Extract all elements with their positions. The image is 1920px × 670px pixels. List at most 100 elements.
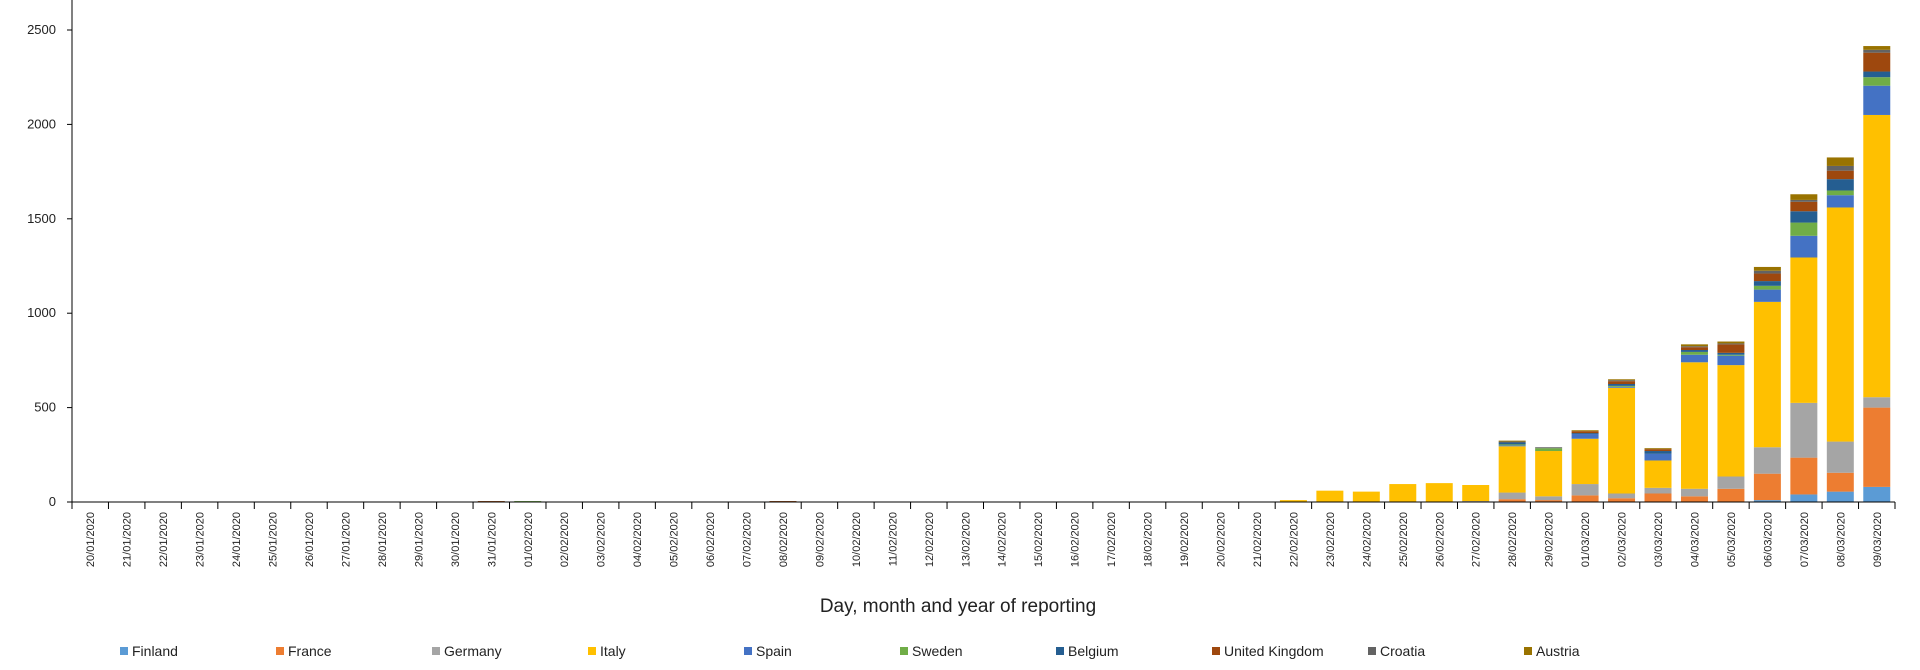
- bar-segment: [1753, 270, 1781, 274]
- x-tick-label: 07/03/2020: [1799, 512, 1811, 567]
- bar-segment: [1826, 190, 1854, 196]
- legend-label: Germany: [444, 643, 502, 659]
- bar-segment: [1717, 343, 1745, 345]
- bar-segment: [1571, 430, 1599, 432]
- x-tick-label: 06/02/2020: [705, 512, 717, 567]
- x-tick-label: 22/01/2020: [158, 512, 170, 567]
- bar-segment: [1608, 493, 1636, 499]
- x-tick-label: 25/02/2020: [1398, 512, 1410, 567]
- bar-segment: [1644, 448, 1672, 450]
- bar-segment: [1535, 496, 1563, 501]
- bar-segment: [1608, 384, 1636, 386]
- legend-swatch: [120, 647, 128, 655]
- x-tick-label: 29/02/2020: [1544, 512, 1556, 567]
- bar-segment: [1753, 285, 1781, 290]
- bar-segment: [1680, 344, 1708, 347]
- x-tick-label: 27/02/2020: [1471, 512, 1483, 567]
- x-tick-label: 30/01/2020: [450, 512, 462, 567]
- x-tick-label: 09/02/2020: [814, 512, 826, 567]
- x-tick-label: 05/02/2020: [669, 512, 681, 567]
- bar-segment: [1863, 486, 1891, 502]
- legend-swatch: [1368, 647, 1376, 655]
- bar-segment: [1389, 484, 1417, 502]
- y-tick-label: 500: [34, 400, 56, 415]
- y-axis: 0 500 1000 1500 2000 2500: [27, 0, 73, 509]
- bar-segment: [1717, 344, 1745, 353]
- x-tick-label: 20/01/2020: [85, 512, 97, 567]
- x-tick-label: 23/02/2020: [1325, 512, 1337, 567]
- bar-segment: [1571, 495, 1599, 502]
- legend-swatch: [744, 647, 752, 655]
- x-tick-label: 04/02/2020: [632, 512, 644, 567]
- bar-segment: [1790, 194, 1818, 200]
- legend-swatch: [1056, 647, 1064, 655]
- bar-segment: [1826, 441, 1854, 473]
- bar-segment: [1608, 386, 1636, 388]
- legend-label: Italy: [600, 643, 626, 659]
- bar-segment: [1826, 207, 1854, 442]
- x-tick-label: 07/02/2020: [742, 512, 754, 567]
- bar-segment: [1535, 500, 1563, 502]
- bar-segment: [1680, 362, 1708, 489]
- y-tick-label: 1000: [27, 305, 56, 320]
- bar-segment: [1498, 440, 1526, 442]
- legend-label: Belgium: [1068, 643, 1119, 659]
- bar-segment: [1790, 211, 1818, 223]
- bar-segment: [1498, 445, 1526, 447]
- bar-segment: [1316, 490, 1344, 502]
- x-tick-label: 04/03/2020: [1689, 512, 1701, 567]
- bar-segment: [1717, 352, 1745, 355]
- bar-segment: [1863, 46, 1891, 50]
- bar-segment: [1644, 487, 1672, 494]
- x-tick-label: 21/01/2020: [122, 512, 134, 567]
- bar-segment: [1644, 451, 1672, 454]
- legend-swatch: [1524, 647, 1532, 655]
- bar-segment: [1279, 500, 1307, 502]
- x-tick-label: 25/01/2020: [268, 512, 280, 567]
- x-tick-label: 02/03/2020: [1617, 512, 1629, 567]
- x-axis-label: Day, month and year of reporting: [820, 596, 1096, 617]
- x-tick-label: 08/03/2020: [1835, 512, 1847, 567]
- x-tick-label: 23/01/2020: [195, 512, 207, 567]
- bar-segment: [1680, 350, 1708, 352]
- x-tick-label: 01/02/2020: [523, 512, 535, 567]
- bar-segment: [1535, 448, 1563, 452]
- legend-label: United Kingdom: [1224, 643, 1324, 659]
- bar-segment: [1644, 453, 1672, 461]
- bar-segment: [1608, 387, 1636, 494]
- bar-segment: [1863, 397, 1891, 408]
- x-tick-label: 02/02/2020: [559, 512, 571, 567]
- legend-label: Finland: [132, 643, 178, 659]
- x-tick-label: 24/02/2020: [1361, 512, 1373, 567]
- bar-segment: [1753, 266, 1781, 271]
- bar-segment: [1535, 447, 1563, 449]
- bar-segment: [1790, 235, 1818, 258]
- y-tick-label: 2500: [27, 22, 56, 37]
- x-tick-label: 12/02/2020: [924, 512, 936, 567]
- x-tick-label: 17/02/2020: [1106, 512, 1118, 567]
- x-tick-label: 13/02/2020: [960, 512, 972, 567]
- legend-label: Spain: [756, 643, 792, 659]
- legend-swatch: [900, 647, 908, 655]
- x-tick-label: 24/01/2020: [231, 512, 243, 567]
- x-tick-label: 09/03/2020: [1872, 512, 1884, 567]
- x-tick-label: 26/01/2020: [304, 512, 316, 567]
- x-tick-label: 01/03/2020: [1580, 512, 1592, 567]
- x-tick-label: 28/01/2020: [377, 512, 389, 567]
- bar-segment: [1680, 346, 1708, 348]
- bar-segment: [1608, 379, 1636, 381]
- bar-segment: [1826, 491, 1854, 502]
- bar-segment: [1863, 85, 1891, 115]
- legend-label: Croatia: [1380, 643, 1425, 659]
- bar-segment: [1826, 472, 1854, 492]
- bar-segment: [1680, 488, 1708, 497]
- bar-segment: [1790, 402, 1818, 458]
- legend-swatch: [432, 647, 440, 655]
- bars: [477, 46, 1891, 502]
- x-tick-label: 06/03/2020: [1762, 512, 1774, 567]
- legend-label: Sweden: [912, 643, 963, 659]
- bar-segment: [1608, 380, 1636, 382]
- bar-segment: [1790, 257, 1818, 403]
- x-tick-label: 10/02/2020: [851, 512, 863, 567]
- bar-segment: [1425, 483, 1453, 502]
